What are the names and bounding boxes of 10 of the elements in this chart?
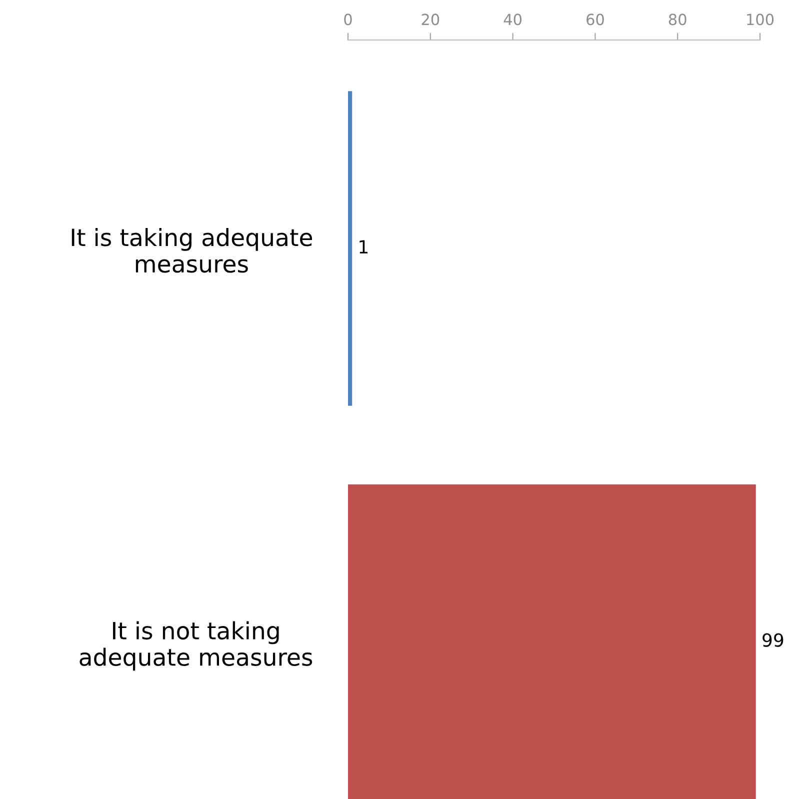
x-tick-label: 20: [422, 14, 440, 26]
data-label: 1: [360, 240, 368, 254]
x-tick-label: 60: [586, 14, 604, 26]
x-tick-label: 40: [504, 14, 522, 26]
y-tick-label: It is not taking adequate measures: [80, 621, 312, 671]
x-tick-label: 0: [344, 14, 352, 26]
x-tick-label: 100: [747, 14, 774, 26]
data-label: 99: [762, 633, 784, 647]
x-tick-label: 80: [668, 14, 686, 26]
y-tick-label: It is taking adequate measures: [72, 228, 312, 273]
